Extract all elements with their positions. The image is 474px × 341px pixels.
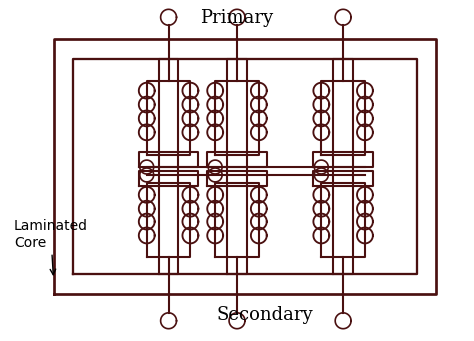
Text: Primary: Primary bbox=[201, 9, 273, 27]
Text: Laminated
Core: Laminated Core bbox=[14, 219, 88, 275]
Text: Secondary: Secondary bbox=[217, 306, 313, 324]
